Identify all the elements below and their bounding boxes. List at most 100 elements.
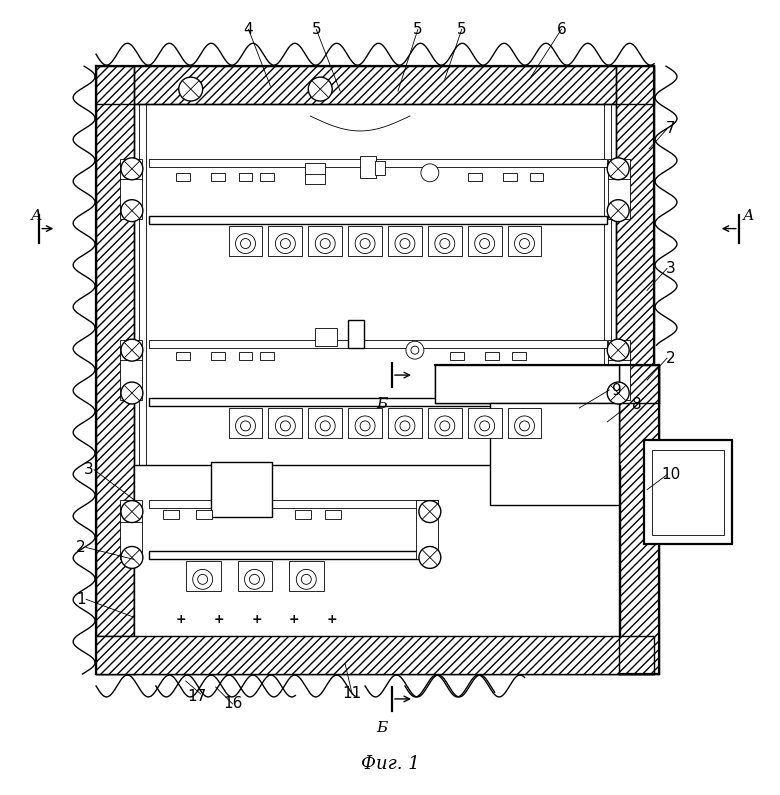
- Bar: [428, 408, 462, 438]
- Circle shape: [400, 238, 410, 249]
- Text: 8: 8: [633, 398, 642, 413]
- Circle shape: [480, 238, 490, 249]
- Bar: [120, 340, 142, 400]
- Bar: [176, 173, 190, 180]
- Text: +: +: [251, 613, 262, 626]
- Bar: [360, 156, 376, 178]
- Text: +: +: [213, 613, 224, 626]
- Text: Б: Б: [376, 397, 387, 411]
- Circle shape: [395, 234, 415, 254]
- Text: 6: 6: [556, 21, 566, 37]
- Bar: [149, 499, 438, 507]
- Bar: [484, 352, 498, 360]
- Circle shape: [250, 574, 260, 584]
- Circle shape: [400, 421, 410, 431]
- Bar: [176, 352, 190, 360]
- Circle shape: [421, 164, 439, 182]
- Bar: [348, 320, 364, 348]
- Circle shape: [355, 416, 375, 436]
- Circle shape: [607, 339, 629, 361]
- Circle shape: [193, 569, 213, 589]
- Circle shape: [519, 238, 530, 249]
- Text: 4: 4: [243, 21, 254, 37]
- Circle shape: [395, 416, 415, 436]
- Text: 7: 7: [666, 122, 675, 137]
- Text: +: +: [327, 613, 338, 626]
- Text: А: А: [30, 208, 42, 223]
- Circle shape: [475, 234, 495, 254]
- Bar: [644, 440, 732, 545]
- Text: Фиг. 1: Фиг. 1: [360, 754, 420, 773]
- Text: 17: 17: [187, 689, 207, 704]
- Text: Б: Б: [376, 721, 387, 735]
- Text: 11: 11: [342, 686, 362, 701]
- Circle shape: [121, 339, 143, 361]
- Bar: [211, 462, 272, 517]
- Circle shape: [434, 234, 455, 254]
- Bar: [530, 173, 544, 180]
- Bar: [388, 408, 422, 438]
- Circle shape: [315, 416, 335, 436]
- Bar: [196, 510, 211, 518]
- Text: +: +: [176, 613, 186, 626]
- Bar: [308, 226, 342, 255]
- Bar: [229, 408, 262, 438]
- Circle shape: [607, 158, 629, 180]
- Bar: [229, 226, 262, 255]
- Circle shape: [275, 416, 296, 436]
- Text: 16: 16: [223, 696, 243, 712]
- Text: 2: 2: [76, 540, 86, 555]
- Bar: [308, 408, 342, 438]
- Circle shape: [480, 421, 490, 431]
- Circle shape: [315, 234, 335, 254]
- Text: +: +: [289, 613, 300, 626]
- Text: 3: 3: [84, 462, 94, 477]
- Bar: [450, 352, 464, 360]
- Bar: [652, 450, 724, 534]
- Circle shape: [607, 382, 629, 404]
- Bar: [388, 226, 422, 255]
- Bar: [305, 174, 325, 184]
- Bar: [149, 398, 607, 406]
- Circle shape: [296, 569, 316, 589]
- Bar: [490, 403, 619, 505]
- Circle shape: [121, 382, 143, 404]
- Bar: [296, 510, 311, 518]
- Bar: [186, 561, 221, 591]
- Bar: [211, 352, 225, 360]
- Circle shape: [121, 501, 143, 522]
- Text: 2: 2: [666, 351, 675, 366]
- Bar: [508, 408, 541, 438]
- Circle shape: [321, 421, 330, 431]
- Text: 3: 3: [666, 261, 676, 276]
- Bar: [434, 365, 659, 403]
- Bar: [508, 226, 541, 255]
- Text: 5: 5: [311, 21, 321, 37]
- Bar: [149, 159, 607, 167]
- Circle shape: [475, 416, 495, 436]
- Circle shape: [607, 200, 629, 222]
- Circle shape: [197, 574, 207, 584]
- Bar: [149, 552, 438, 560]
- Bar: [608, 340, 630, 400]
- Circle shape: [321, 238, 330, 249]
- Circle shape: [360, 421, 370, 431]
- Circle shape: [355, 234, 375, 254]
- Circle shape: [308, 77, 332, 101]
- Bar: [96, 636, 654, 674]
- Text: А: А: [743, 208, 754, 223]
- Bar: [315, 328, 337, 346]
- Bar: [134, 465, 620, 664]
- Circle shape: [419, 501, 441, 522]
- Circle shape: [440, 238, 450, 249]
- Bar: [96, 66, 134, 674]
- Text: 10: 10: [661, 467, 681, 483]
- Bar: [305, 163, 325, 175]
- Circle shape: [280, 238, 290, 249]
- Circle shape: [236, 234, 256, 254]
- Circle shape: [519, 421, 530, 431]
- Bar: [468, 226, 502, 255]
- Bar: [434, 365, 619, 403]
- Bar: [120, 499, 142, 560]
- Circle shape: [121, 158, 143, 180]
